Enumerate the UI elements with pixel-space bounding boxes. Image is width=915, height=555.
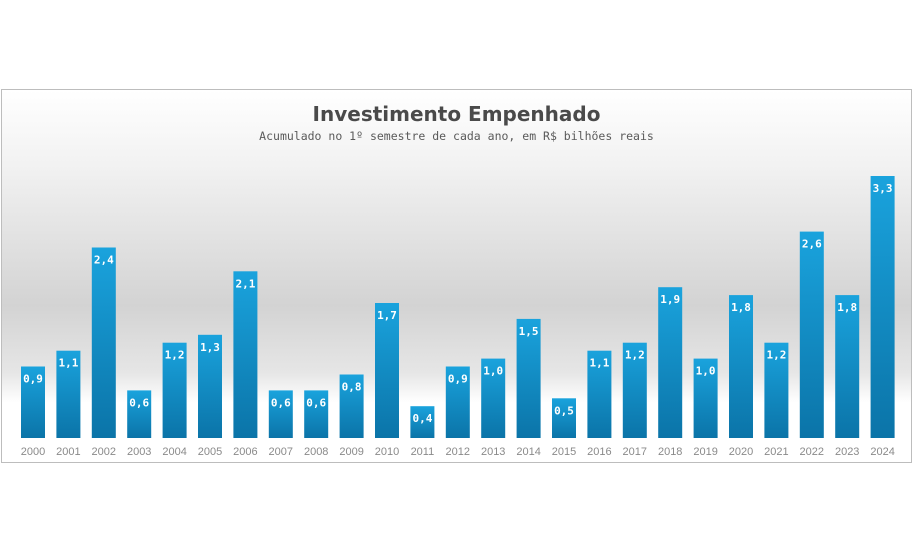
bar-2009 [339, 374, 364, 438]
bar-2018 [658, 287, 683, 438]
chart-subtitle: Acumulado no 1º semestre de cada ano, em… [259, 129, 654, 143]
x-tick-2015: 2015 [552, 446, 576, 458]
data-label-2020: 1,8 [731, 301, 751, 314]
bar-2023 [835, 295, 860, 438]
bar-2017 [622, 342, 647, 438]
bar-2007 [268, 390, 293, 438]
x-tick-2000: 2000 [21, 446, 45, 458]
x-tick-2021: 2021 [764, 446, 788, 458]
data-label-2012: 0,9 [448, 373, 468, 386]
x-tick-2004: 2004 [162, 446, 186, 458]
data-label-2019: 1,0 [696, 365, 716, 378]
bars [21, 176, 895, 438]
bar-2015 [552, 398, 576, 438]
bar-2006 [233, 271, 258, 438]
data-label-2009: 0,8 [342, 381, 362, 394]
x-tick-2017: 2017 [623, 446, 647, 458]
data-label-2002: 2,4 [94, 254, 114, 267]
x-tick-2022: 2022 [800, 446, 824, 458]
data-label-2018: 1,9 [660, 293, 680, 306]
data-label-2000: 0,9 [23, 373, 43, 386]
bar-2022 [799, 231, 824, 438]
data-label-2001: 1,1 [58, 357, 78, 370]
x-tick-2003: 2003 [127, 446, 151, 458]
data-label-2003: 0,6 [129, 396, 149, 409]
chart-container: Investimento Empenhado Acumulado no 1º s… [1, 89, 912, 463]
data-label-2008: 0,6 [306, 396, 326, 409]
data-label-2024: 3,3 [873, 182, 893, 195]
x-tick-2002: 2002 [92, 446, 116, 458]
x-tick-2016: 2016 [587, 446, 611, 458]
data-label-2013: 1,0 [483, 365, 503, 378]
x-tick-2020: 2020 [729, 446, 753, 458]
data-label-2004: 1,2 [165, 349, 185, 362]
data-label-2006: 2,1 [235, 277, 255, 290]
bar-2024 [870, 176, 895, 438]
bar-2011 [410, 406, 435, 438]
bar-2001 [56, 350, 81, 438]
bar-2000 [21, 366, 45, 438]
x-tick-2010: 2010 [375, 446, 399, 458]
bar-2016 [587, 350, 612, 438]
bar-2004 [162, 342, 187, 438]
x-tick-2012: 2012 [446, 446, 470, 458]
x-tick-2018: 2018 [658, 446, 682, 458]
data-label-2007: 0,6 [271, 396, 291, 409]
data-label-2021: 1,2 [766, 349, 786, 362]
x-tick-2024: 2024 [870, 446, 894, 458]
bar-2012 [445, 366, 470, 438]
data-labels: 0,9 1,1 2,4 0,6 1,2 1,3 2,1 0,6 0,6 0,8 1,7 0,4 0,9 1… [23, 182, 892, 425]
data-label-2015: 0,5 [554, 404, 574, 417]
bar-2021 [764, 342, 789, 438]
x-tick-2014: 2014 [516, 446, 540, 458]
x-tick-2011: 2011 [411, 446, 435, 458]
bar-2013 [481, 358, 506, 438]
bar-2002 [91, 247, 116, 438]
bar-2010 [375, 303, 399, 438]
bar-2008 [304, 390, 329, 438]
x-tick-2019: 2019 [693, 446, 717, 458]
data-label-2017: 1,2 [625, 349, 645, 362]
x-tick-2005: 2005 [198, 446, 222, 458]
data-label-2016: 1,1 [589, 357, 609, 370]
data-label-2011: 0,4 [412, 412, 432, 425]
bar-2014 [516, 318, 541, 438]
x-axis-ticks: 2000 2001 2002 2003 2004 2005 2006 2007 2008 2009… [21, 446, 895, 458]
bar-2020 [729, 295, 753, 438]
bar-2005 [198, 334, 222, 438]
x-tick-2001: 2001 [56, 446, 80, 458]
x-tick-2008: 2008 [304, 446, 328, 458]
x-tick-2013: 2013 [481, 446, 505, 458]
chart-title: Investimento Empenhado [312, 102, 601, 126]
bar-2003 [127, 390, 152, 438]
data-label-2010: 1,7 [377, 309, 397, 322]
x-tick-2009: 2009 [339, 446, 363, 458]
bar-chart: 0,9 1,1 2,4 0,6 1,2 1,3 2,1 0,6 0,6 0,8 1,7 0,4 0,9 1… [21, 176, 895, 458]
data-label-2014: 1,5 [519, 325, 539, 338]
x-tick-2006: 2006 [233, 446, 257, 458]
data-label-2023: 1,8 [837, 301, 857, 314]
x-tick-2023: 2023 [835, 446, 859, 458]
bar-2019 [693, 358, 718, 438]
x-tick-2007: 2007 [269, 446, 293, 458]
data-label-2022: 2,6 [802, 238, 822, 251]
data-label-2005: 1,3 [200, 341, 220, 354]
